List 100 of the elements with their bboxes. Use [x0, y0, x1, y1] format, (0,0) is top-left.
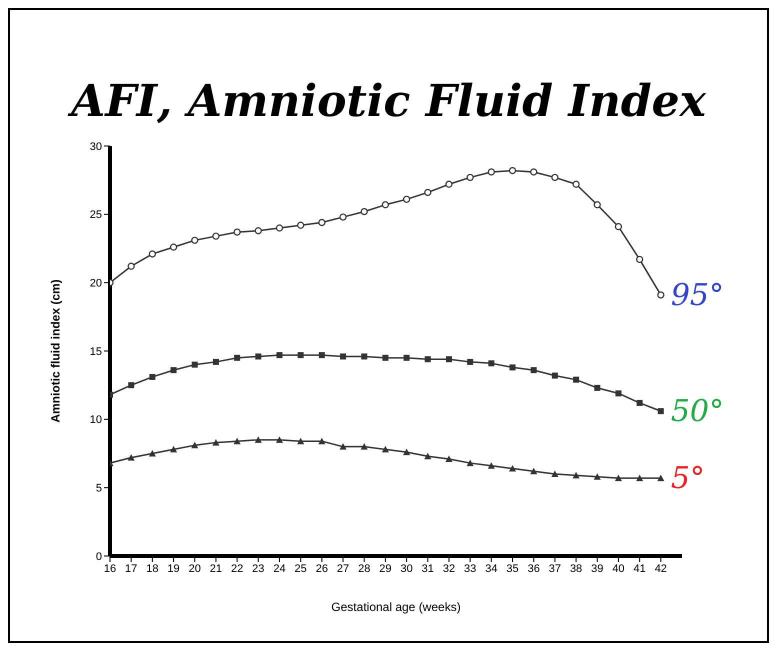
point — [234, 354, 240, 361]
point — [340, 443, 347, 450]
point — [318, 218, 326, 226]
x-tick-label: 31 — [422, 562, 434, 575]
point — [572, 472, 580, 478]
y-tick-label: 15 — [90, 346, 102, 358]
x-tick-label: 17 — [125, 562, 138, 575]
x-tick-label: 25 — [294, 562, 307, 575]
point — [466, 174, 474, 182]
point — [530, 168, 538, 176]
point — [382, 446, 389, 452]
y-tick-label: 20 — [90, 278, 102, 290]
point — [318, 438, 326, 444]
point — [636, 256, 644, 264]
point — [445, 455, 452, 462]
point — [424, 356, 431, 362]
x-tick-label: 35 — [506, 562, 519, 575]
point — [551, 174, 558, 182]
point — [424, 452, 432, 460]
point — [636, 474, 644, 482]
x-tick-label: 33 — [464, 562, 476, 575]
point — [551, 470, 558, 477]
x-tick-label: 20 — [188, 562, 201, 575]
point — [128, 262, 135, 270]
point — [318, 352, 325, 358]
point — [509, 465, 516, 472]
x-tick-label: 19 — [167, 562, 180, 575]
point — [148, 450, 156, 456]
x-tick-label: 26 — [316, 562, 328, 575]
point — [467, 358, 474, 365]
point — [298, 352, 304, 358]
y-tick-label: 0 — [96, 550, 102, 563]
point — [361, 353, 368, 360]
point — [424, 188, 432, 196]
point — [594, 384, 600, 391]
point — [276, 352, 282, 358]
x-tick-label: 39 — [591, 562, 604, 575]
x-tick-label: 40 — [612, 562, 625, 575]
point — [657, 291, 664, 299]
point — [403, 448, 410, 456]
point — [488, 360, 494, 366]
x-tick-label: 36 — [528, 562, 540, 575]
y-tick-label: 30 — [90, 140, 102, 153]
point — [446, 356, 452, 362]
point — [254, 436, 262, 443]
point — [276, 436, 283, 443]
point — [445, 180, 453, 188]
x-tick-label: 41 — [634, 562, 646, 575]
point — [192, 362, 198, 368]
x-tick-label: 24 — [273, 562, 286, 575]
y-axis-title: Amniotic fluid index (cm) — [48, 279, 62, 423]
point — [658, 408, 664, 414]
x-tick-label: 32 — [442, 562, 456, 575]
point — [191, 236, 198, 244]
point — [170, 446, 178, 452]
point — [572, 180, 580, 188]
point — [594, 201, 601, 208]
point — [339, 213, 347, 221]
point — [360, 443, 368, 450]
point — [614, 223, 622, 230]
point — [488, 462, 495, 469]
point — [297, 438, 304, 444]
x-axis-title: Gestational age (weeks) — [331, 600, 461, 614]
frame-border: AFI, Amniotic Fluid Index 16 17 18 19 20 21 22 23 24 25 26 27 28 29 30 31 32 33 34 35 36 37 38 39 40 41 42 Gestational age (weeks) 0 5 10 15 20 25 30 Amniotic fluid index (cm) 95° 50° 5° — [8, 8, 769, 643]
x-tick-label: 29 — [379, 562, 392, 575]
x-tick-label: 28 — [358, 562, 370, 575]
x-tick-label: 30 — [400, 562, 413, 575]
point — [614, 474, 622, 482]
point — [255, 353, 262, 360]
point — [615, 390, 622, 396]
point — [212, 439, 220, 446]
x-tick-label: 34 — [485, 562, 498, 575]
point — [530, 468, 538, 474]
x-tick-label: 38 — [570, 562, 582, 575]
x-tick-label: 27 — [336, 562, 350, 575]
point — [128, 454, 135, 461]
x-tick-label: 42 — [654, 562, 667, 575]
point — [297, 222, 304, 229]
point — [128, 382, 134, 388]
x-tick-label: 23 — [252, 562, 264, 575]
point — [657, 474, 664, 482]
x-tick-label: 21 — [210, 562, 222, 575]
point — [530, 367, 537, 374]
point — [404, 354, 410, 361]
y-tick-label: 25 — [90, 209, 102, 222]
point — [573, 376, 580, 383]
point — [191, 442, 198, 448]
y-tick-label: 10 — [90, 414, 102, 426]
point — [234, 228, 241, 236]
point — [276, 224, 284, 232]
point — [148, 250, 156, 258]
x-tick-label: 18 — [146, 562, 158, 575]
series-label: 5° — [670, 461, 705, 496]
point — [552, 372, 558, 379]
point — [466, 460, 474, 466]
x-tick-label: 16 — [104, 562, 116, 575]
series-label: 50° — [670, 394, 724, 430]
point — [402, 196, 410, 203]
point — [510, 364, 516, 370]
point — [254, 227, 262, 234]
